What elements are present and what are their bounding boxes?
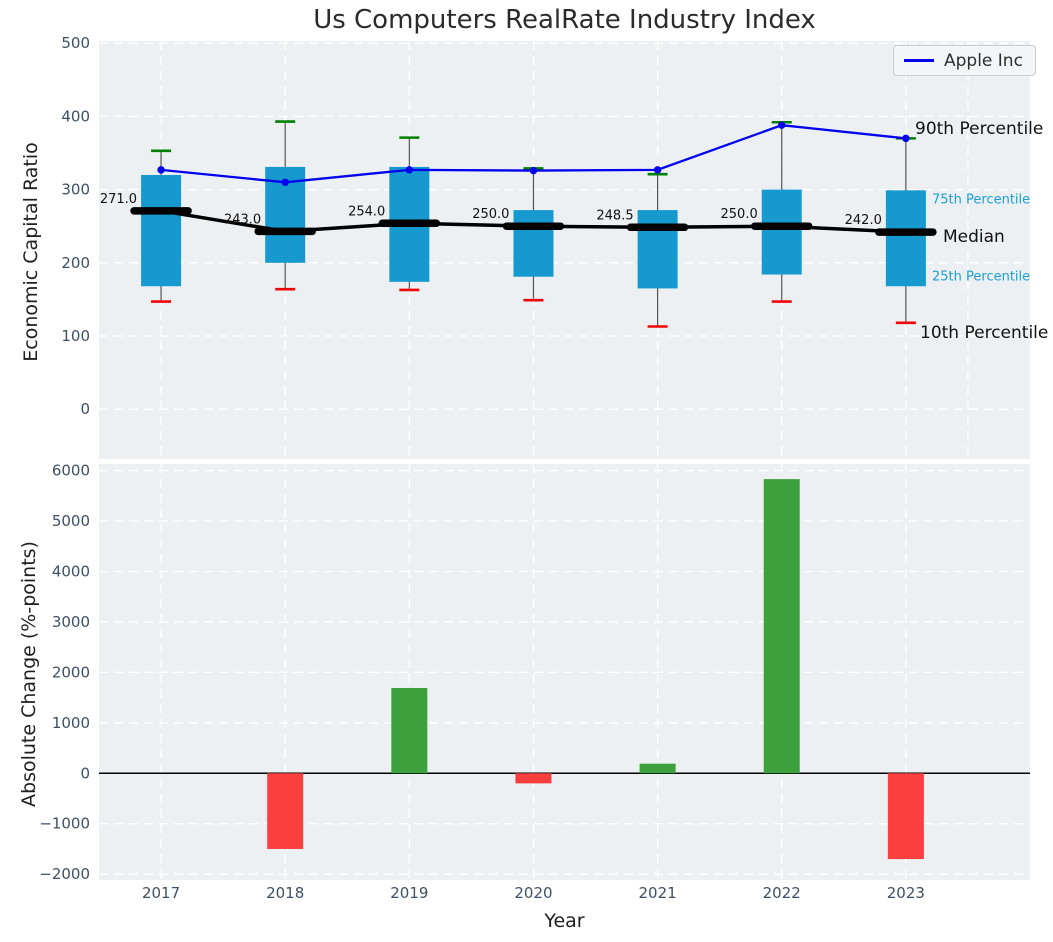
x-tick-label: 2018 bbox=[266, 884, 304, 902]
top-y-axis-label: Economic Capital Ratio bbox=[20, 142, 42, 362]
y-tick-label: 4000 bbox=[52, 562, 90, 580]
legend: Apple Inc bbox=[893, 45, 1036, 76]
bar-negative bbox=[888, 773, 924, 859]
figure-canvas: 0 100 200 300 400 500 −2000 −1000 0 1000 2000 3000 4… bbox=[0, 0, 1053, 942]
y-tick-label: 5000 bbox=[52, 512, 90, 530]
y-tick-label: 3000 bbox=[52, 613, 90, 631]
y-tick-label: 1000 bbox=[52, 714, 90, 732]
x-tick-label: 2019 bbox=[390, 884, 428, 902]
median-value-label: 271.0 bbox=[100, 192, 137, 207]
y-tick-label: 400 bbox=[61, 107, 90, 125]
annotation-median: Median bbox=[943, 227, 1005, 247]
y-tick-label: −2000 bbox=[39, 865, 90, 883]
bar-positive bbox=[764, 479, 800, 773]
x-tick-label: 2017 bbox=[142, 884, 180, 902]
apple-marker bbox=[654, 166, 661, 173]
y-tick-label: 300 bbox=[61, 181, 90, 199]
apple-marker bbox=[902, 135, 909, 142]
y-tick-label: 0 bbox=[80, 400, 90, 418]
x-tick-label: 2022 bbox=[763, 884, 801, 902]
median-value-label: 250.0 bbox=[472, 207, 509, 222]
median-value-label: 254.0 bbox=[348, 204, 385, 219]
bar-negative bbox=[515, 773, 551, 783]
bar-negative bbox=[267, 773, 303, 849]
median-value-label: 250.0 bbox=[721, 207, 758, 222]
annotation-10th-percentile: 10th Percentile bbox=[920, 323, 1048, 343]
y-tick-label: 6000 bbox=[52, 462, 90, 480]
y-tick-label: 200 bbox=[61, 254, 90, 272]
annotation-90th-percentile: 90th Percentile bbox=[915, 119, 1043, 139]
bottom-y-axis-label: Absolute Change (%-points) bbox=[18, 524, 40, 824]
x-tick-label: 2021 bbox=[639, 884, 677, 902]
x-tick-label: 2020 bbox=[514, 884, 552, 902]
percentile-box bbox=[638, 210, 678, 288]
chart-title: Us Computers RealRate Industry Index bbox=[99, 5, 1030, 35]
charts-svg: 0 100 200 300 400 500 −2000 −1000 0 1000 2000 3000 4… bbox=[0, 0, 1053, 942]
y-tick-label: −1000 bbox=[39, 815, 90, 833]
percentile-box bbox=[513, 210, 553, 277]
bar-positive bbox=[640, 764, 676, 774]
median-value-label: 242.0 bbox=[845, 213, 882, 228]
apple-marker bbox=[282, 179, 289, 186]
annotation-75th-percentile: 75th Percentile bbox=[932, 193, 1030, 208]
x-axis-label: Year bbox=[99, 910, 1030, 932]
median-value-label: 248.5 bbox=[596, 208, 633, 223]
apple-marker bbox=[530, 167, 537, 174]
percentile-box bbox=[141, 175, 181, 286]
median-value-label: 243.0 bbox=[224, 212, 261, 227]
y-tick-label: 500 bbox=[61, 34, 90, 52]
y-tick-label: 0 bbox=[80, 764, 90, 782]
percentile-box bbox=[886, 190, 926, 286]
legend-line-icon bbox=[904, 59, 934, 62]
apple-marker bbox=[406, 166, 413, 173]
bar-positive bbox=[391, 688, 427, 773]
y-tick-label: 2000 bbox=[52, 663, 90, 681]
apple-marker bbox=[778, 121, 785, 128]
y-tick-label: 100 bbox=[61, 327, 90, 345]
percentile-box bbox=[762, 190, 802, 275]
annotation-25th-percentile: 25th Percentile bbox=[932, 270, 1030, 285]
x-tick-label: 2023 bbox=[887, 884, 925, 902]
legend-label: Apple Inc bbox=[944, 51, 1023, 71]
apple-marker bbox=[157, 166, 164, 173]
